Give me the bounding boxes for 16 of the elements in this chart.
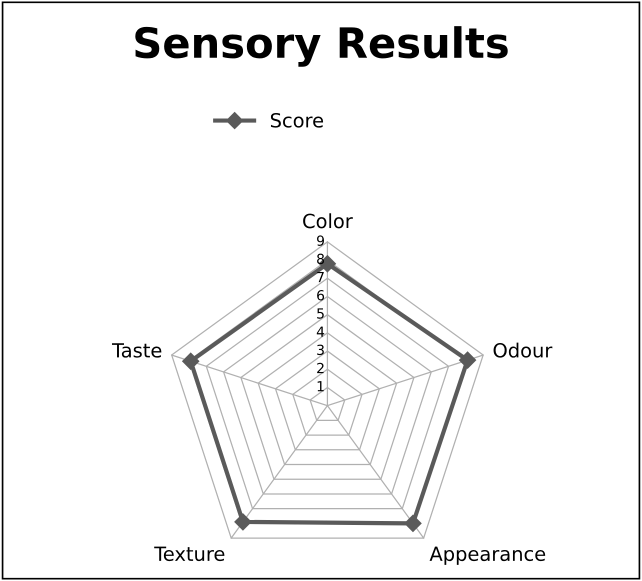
spoke-label: Appearance bbox=[430, 546, 546, 565]
spoke-label: Taste bbox=[112, 343, 162, 358]
y-tick-label: 4 bbox=[316, 326, 324, 337]
y-tick-label: 7 bbox=[317, 272, 324, 282]
y-tick-label: 1 bbox=[318, 381, 324, 392]
y-tick-label: 6 bbox=[317, 290, 324, 301]
chart-title: Sensory Results bbox=[135, 26, 508, 67]
spoke-label: Color bbox=[303, 213, 353, 228]
y-tick-label: 3 bbox=[317, 344, 324, 356]
y-tick-label: 8 bbox=[317, 254, 324, 264]
y-tick-label: 5 bbox=[317, 308, 324, 319]
legend-label: Score bbox=[270, 112, 324, 128]
spoke-label: Odour bbox=[494, 342, 552, 358]
y-tick-label: 9 bbox=[317, 235, 324, 246]
y-tick-label: 2 bbox=[317, 362, 324, 374]
spoke-label: Texture bbox=[154, 546, 224, 562]
